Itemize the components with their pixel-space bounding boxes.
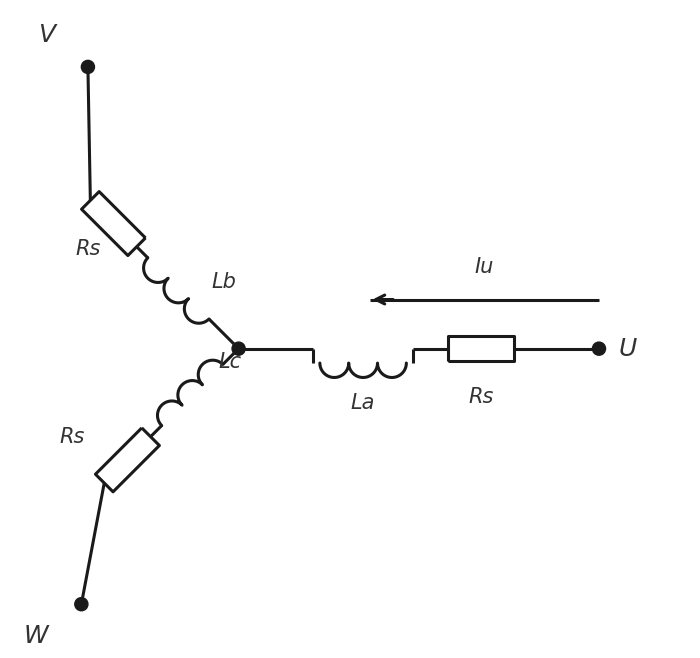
Text: V: V [38,23,55,47]
Circle shape [75,597,88,611]
Circle shape [232,342,245,355]
Circle shape [592,342,606,355]
Text: Iu: Iu [475,257,494,276]
Text: Lb: Lb [211,272,236,292]
Text: Rs: Rs [76,239,101,259]
Text: U: U [619,337,637,361]
Circle shape [81,61,94,74]
Text: Rs: Rs [468,388,493,407]
Text: La: La [351,393,375,413]
Text: Lc: Lc [218,352,242,372]
Text: Rs: Rs [59,427,85,447]
Text: W: W [24,624,48,648]
